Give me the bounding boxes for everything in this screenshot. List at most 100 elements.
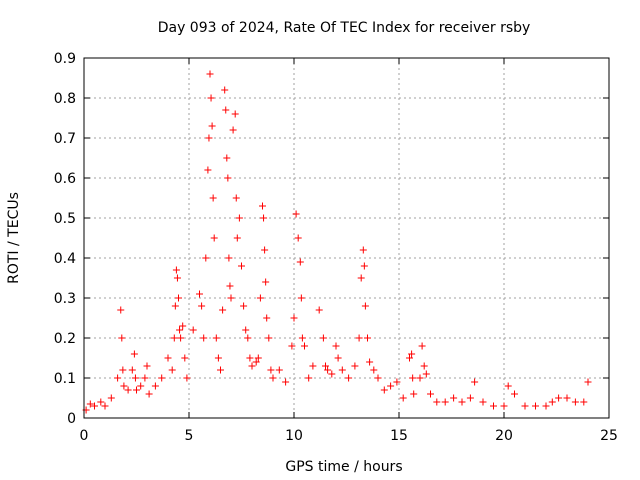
data-point	[176, 326, 184, 334]
data-point	[248, 362, 256, 370]
data-point	[364, 334, 371, 342]
data-point	[158, 374, 166, 382]
y-tick-label: 0.9	[54, 51, 76, 67]
data-point	[297, 294, 305, 302]
y-tick-label: 0.7	[54, 131, 76, 147]
x-tick-label: 15	[390, 428, 408, 444]
data-point	[479, 398, 487, 406]
data-point	[101, 402, 109, 410]
y-tick-label: 0.5	[54, 211, 76, 227]
data-point	[205, 134, 213, 142]
data-point	[542, 402, 550, 410]
data-point	[334, 354, 342, 362]
x-tick-label: 0	[80, 428, 89, 444]
data-point	[345, 374, 353, 382]
data-point	[410, 390, 418, 398]
data-point	[232, 194, 240, 202]
data-point	[450, 394, 458, 402]
data-point	[511, 390, 518, 398]
y-tick-label: 0	[67, 411, 76, 427]
data-point	[128, 366, 136, 374]
data-point	[114, 374, 122, 382]
data-point	[332, 342, 340, 350]
data-point	[207, 94, 215, 102]
data-point	[222, 106, 230, 114]
data-point	[206, 70, 214, 78]
data-point	[357, 274, 365, 282]
chart-title: Day 093 of 2024, Rate Of TEC Index for r…	[158, 20, 531, 36]
data-point	[433, 398, 441, 406]
data-point	[189, 326, 197, 334]
y-tick-label: 0.1	[54, 371, 76, 387]
plot-frame	[83, 57, 610, 419]
data-point	[319, 334, 327, 342]
data-point	[133, 386, 140, 394]
data-point	[399, 394, 407, 402]
data-point	[360, 262, 368, 270]
data-point	[290, 314, 298, 322]
data-point	[521, 402, 529, 410]
data-point	[490, 402, 497, 410]
data-point	[374, 374, 382, 382]
data-point	[177, 334, 185, 342]
data-point	[233, 234, 241, 242]
data-point	[209, 194, 217, 202]
data-point	[214, 354, 222, 362]
data-point	[418, 342, 426, 350]
y-axis-label: ROTI / TECUs	[6, 192, 22, 284]
x-tick-label: 20	[495, 428, 513, 444]
data-point	[504, 382, 512, 390]
data-point	[242, 326, 250, 334]
data-point	[151, 382, 159, 390]
data-point	[210, 234, 218, 242]
data-point	[202, 254, 210, 262]
data-point	[584, 378, 592, 386]
data-point	[171, 302, 179, 310]
data-point	[117, 306, 125, 314]
y-tick-label: 0.8	[54, 91, 76, 107]
data-point	[309, 362, 317, 370]
data-point	[338, 366, 346, 374]
data-point	[181, 354, 189, 362]
data-point	[355, 334, 363, 342]
data-point	[97, 398, 105, 406]
data-point	[208, 122, 216, 130]
axis-ticks: 0 0.1 0.2 0.3 0.4 0.5 0.6 0.7 0.8 0.9 0 5 10 15 20 25	[54, 51, 618, 444]
data-point	[296, 258, 304, 266]
y-tick-label: 0.4	[54, 251, 76, 267]
data-point	[164, 354, 172, 362]
data-point	[198, 302, 206, 310]
data-point	[380, 386, 388, 394]
data-point	[86, 400, 94, 408]
data-point	[224, 174, 232, 182]
data-point	[324, 366, 332, 374]
data-point	[118, 334, 126, 342]
data-point	[183, 374, 191, 382]
data-point	[119, 366, 127, 374]
data-point	[315, 306, 323, 314]
data-point	[441, 398, 449, 406]
data-point	[359, 246, 367, 254]
data-point	[225, 254, 233, 262]
data-point	[263, 314, 271, 322]
data-point	[235, 214, 243, 222]
data-point	[226, 282, 234, 290]
data-point	[548, 398, 556, 406]
data-point	[130, 350, 138, 358]
data-point	[427, 390, 434, 398]
data-point	[563, 394, 571, 402]
data-point	[458, 398, 466, 406]
data-point	[238, 262, 245, 270]
data-point	[262, 278, 270, 286]
x-tick-label: 5	[185, 428, 194, 444]
data-point	[173, 274, 181, 282]
data-point	[212, 334, 220, 342]
data-point	[254, 354, 262, 362]
data-point	[393, 378, 401, 386]
data-point	[305, 374, 313, 382]
data-point	[145, 390, 153, 398]
data-point	[409, 374, 417, 382]
data-point	[107, 394, 115, 402]
data-point	[143, 362, 151, 370]
